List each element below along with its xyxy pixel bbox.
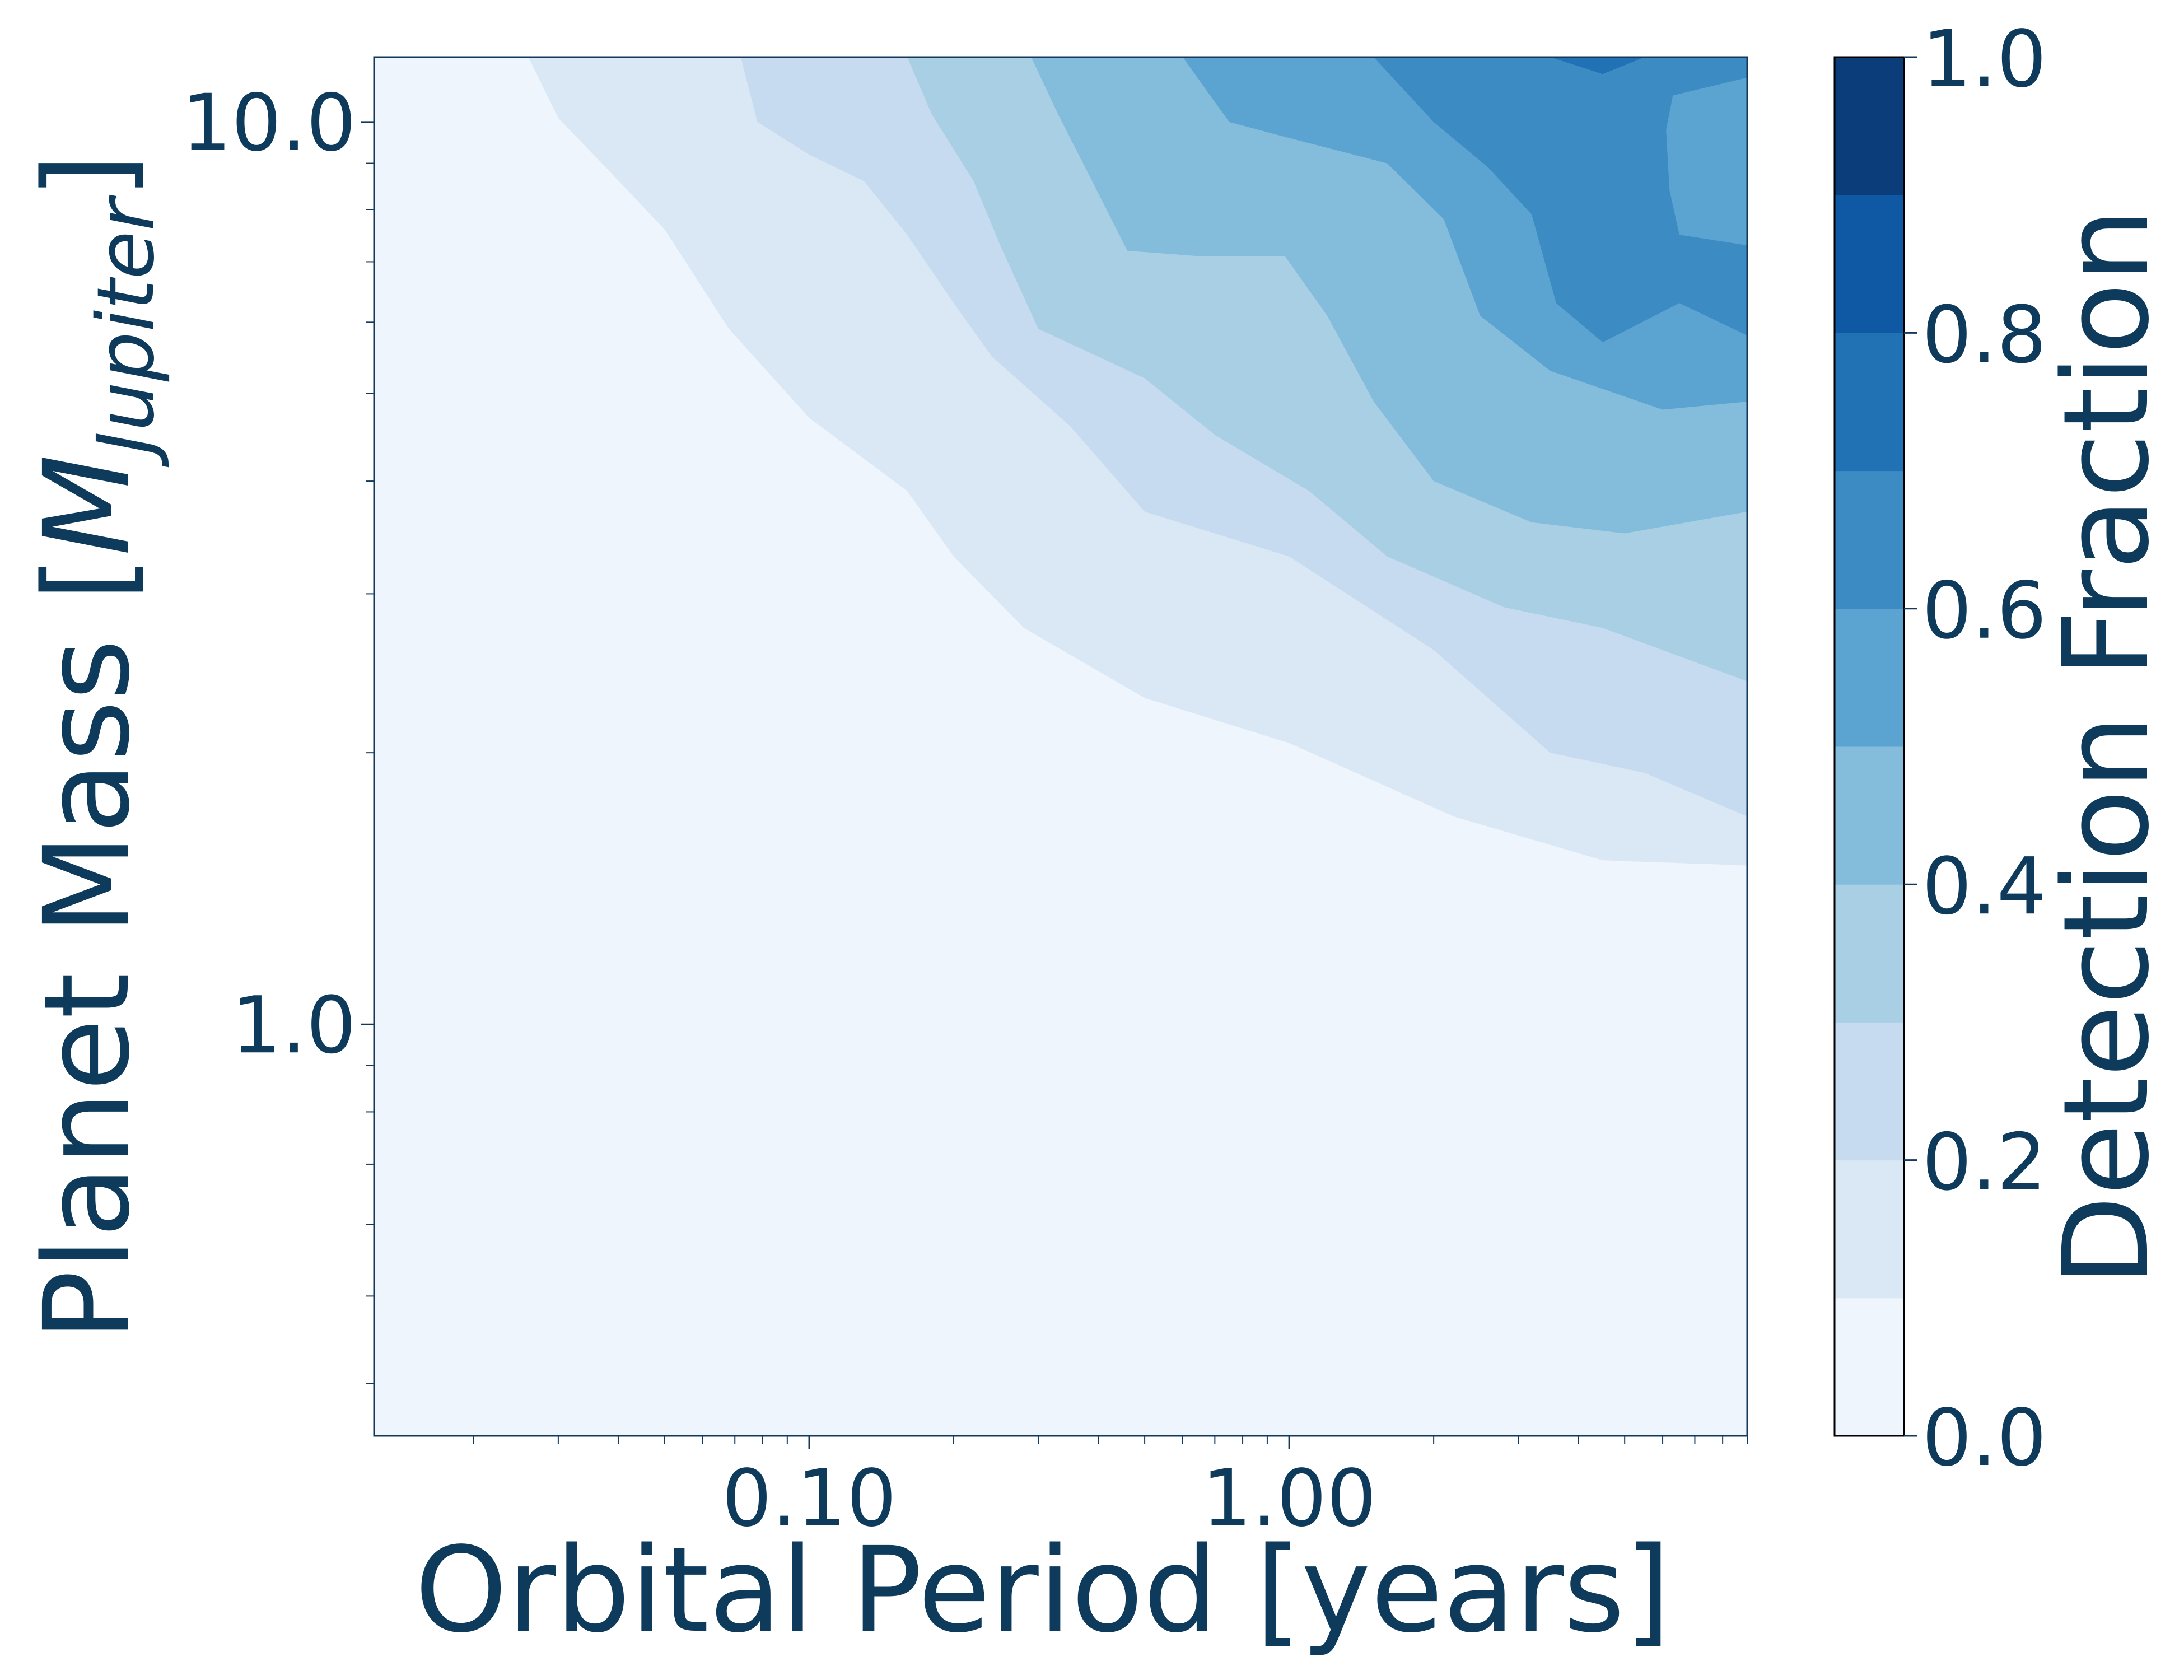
x-tick-label: 0.10 (722, 1453, 897, 1544)
contour-region-0.6 (1374, 57, 1747, 343)
colorbar-tick-label: 0.4 (1922, 841, 2047, 932)
colorbar-tick-label: 0.2 (1922, 1117, 2047, 1208)
colorbar-segment (1835, 470, 1904, 609)
colorbar-tick-label: 1.0 (1922, 14, 2047, 105)
y-tick-label: 1.0 (231, 980, 356, 1071)
y-axis: 1.0 10.0 (181, 78, 374, 1384)
colorbar-segment (1835, 1022, 1904, 1161)
colorbar-tick-label: 0.0 (1922, 1393, 2047, 1484)
colorbar-segment (1835, 1298, 1904, 1436)
colorbar-segment (1835, 57, 1904, 195)
colorbar-segment (1835, 746, 1904, 885)
colorbar-segment (1835, 333, 1904, 472)
contour-region-0.7 (1550, 57, 1747, 74)
colorbar-tick-label: 0.6 (1922, 566, 2047, 657)
colorbar: 0.0 0.2 0.4 0.6 0.8 1.0 (1833, 14, 2047, 1484)
colorbar-segment (1835, 195, 1904, 333)
plot-frame (373, 56, 1748, 1437)
y-axis-label-main: Planet Mass [ (18, 556, 156, 1341)
colorbar-tick-label: 0.8 (1922, 290, 2047, 381)
colorbar-segment (1835, 884, 1904, 1023)
y-axis-label-subscript: Jupiter (81, 195, 172, 468)
y-axis-label: Planet Mass [MJupiter] (18, 153, 172, 1341)
y-axis-label-close: ] (18, 153, 156, 199)
x-axis: 0.10 1.00 (473, 1436, 1748, 1544)
x-axis-label: Orbital Period [years] (415, 1522, 1671, 1659)
x-tick-label: 1.00 (1202, 1453, 1376, 1544)
colorbar-frame (1833, 56, 1905, 1437)
y-tick-label: 10.0 (181, 78, 356, 169)
colorbar-label: Detection Fraction (2038, 208, 2175, 1286)
y-axis-label-symbol: M (18, 454, 156, 556)
colorbar-segment (1835, 608, 1904, 747)
plot-area (373, 56, 1748, 1437)
contour-inner-patch (1666, 77, 1747, 246)
contour-regions (528, 57, 1747, 866)
colorbar-segment (1835, 1160, 1904, 1299)
